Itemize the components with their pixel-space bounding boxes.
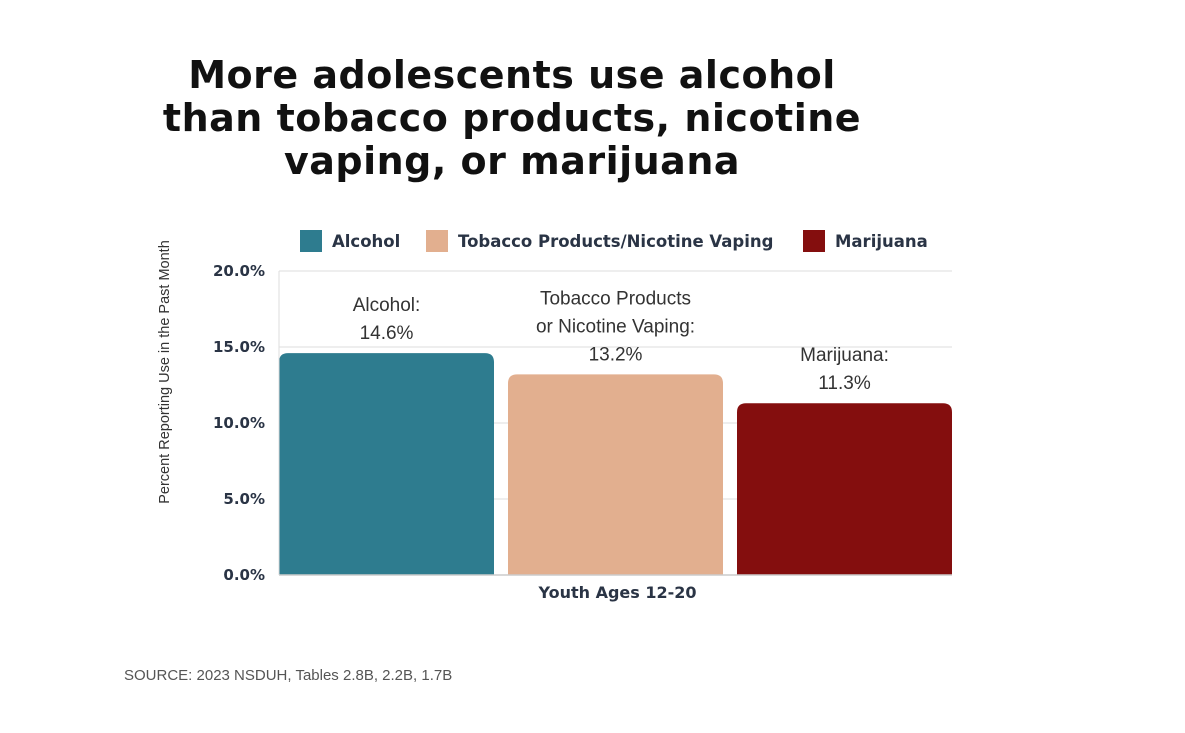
legend-label: Marijuana (835, 232, 928, 251)
legend-label: Alcohol (332, 232, 400, 251)
data-labels: Alcohol: 14.6% Tobacco Products or Nicotine… (353, 288, 889, 394)
axes: 0.0% 5.0% 10.0% 15.0% 20.0% Youth Ages 12-20 P… (157, 240, 952, 602)
bars (279, 353, 952, 575)
y-tick-label: 0.0% (223, 566, 265, 584)
y-tick-label: 5.0% (223, 490, 265, 508)
y-axis-title: Percent Reporting Use in the Past Month (157, 240, 173, 504)
data-label: Tobacco Products (540, 288, 691, 309)
bar-marijuana (737, 403, 952, 575)
source-note: SOURCE: 2023 NSDUH, Tables 2.8B, 2.2B, 1… (124, 667, 453, 684)
bar-tobacco-products-nicotine-vaping (508, 374, 723, 575)
data-label: 13.2% (589, 344, 643, 365)
data-label: Marijuana: (800, 345, 889, 366)
legend-swatch (300, 230, 322, 252)
chart-title: More adolescents use alcohol than tobacc… (162, 53, 862, 183)
data-label: Alcohol: (353, 295, 421, 316)
x-axis-category-label: Youth Ages 12-20 (537, 583, 696, 602)
legend: Alcohol Tobacco Products/Nicotine Vaping M… (300, 230, 928, 252)
data-label: or Nicotine Vaping: (536, 316, 695, 337)
data-label: 11.3% (818, 373, 871, 394)
y-tick-label: 15.0% (213, 338, 265, 356)
legend-swatch (426, 230, 448, 252)
y-tick-label: 20.0% (213, 262, 265, 280)
legend-swatch (803, 230, 825, 252)
bar-alcohol (279, 353, 494, 575)
data-label: 14.6% (360, 323, 414, 344)
legend-label: Tobacco Products/Nicotine Vaping (458, 232, 773, 251)
y-tick-label: 10.0% (213, 414, 265, 432)
